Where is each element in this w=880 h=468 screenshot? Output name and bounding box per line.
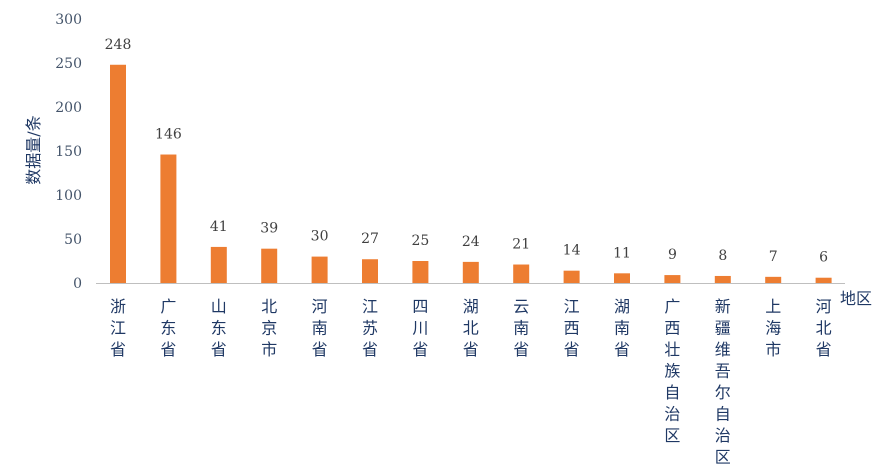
category-label: 浙江省 bbox=[110, 297, 126, 359]
data-label: 146 bbox=[155, 127, 182, 143]
category-label: 湖北省 bbox=[463, 297, 479, 359]
data-label: 25 bbox=[411, 233, 429, 249]
data-label: 30 bbox=[311, 229, 329, 245]
bar bbox=[765, 276, 782, 283]
category-label: 上海市 bbox=[765, 297, 781, 359]
category-label: 江西省 bbox=[564, 297, 580, 359]
bar bbox=[462, 261, 479, 283]
data-label: 27 bbox=[361, 231, 379, 247]
bar bbox=[110, 64, 126, 283]
y-tick-label: 0 bbox=[73, 276, 82, 292]
category-label: 四川省 bbox=[412, 297, 428, 359]
bar bbox=[210, 246, 227, 283]
category-label: 广东省 bbox=[160, 297, 176, 359]
data-label: 14 bbox=[563, 243, 581, 259]
y-tick-label: 300 bbox=[55, 12, 82, 28]
category-label: 山东省 bbox=[211, 297, 227, 359]
data-label: 11 bbox=[613, 245, 631, 261]
data-label: 8 bbox=[718, 248, 727, 264]
bar bbox=[261, 248, 278, 283]
bars bbox=[110, 64, 832, 283]
y-axis-ticks: 0 50 100 150 200 250 300 bbox=[55, 12, 82, 292]
y-tick-label: 150 bbox=[55, 144, 82, 160]
data-label: 21 bbox=[512, 237, 530, 253]
data-label: 39 bbox=[260, 221, 278, 237]
bar bbox=[412, 261, 429, 283]
bar bbox=[614, 273, 630, 283]
data-label: 9 bbox=[668, 247, 677, 263]
category-label: 北京市 bbox=[261, 297, 277, 359]
bar bbox=[563, 270, 580, 283]
bar bbox=[362, 259, 378, 283]
category-labels: 浙江省 广东省 山东省 北京市 河南省 江苏省 四川省 湖北省 云南省 江西省 湖南省 广西壮族自治区… bbox=[110, 297, 832, 467]
y-axis-title: 数据量/条 bbox=[24, 115, 43, 184]
category-label: 江苏省 bbox=[362, 297, 378, 359]
data-label: 248 bbox=[105, 37, 132, 53]
category-label: 湖南省 bbox=[614, 297, 630, 359]
x-axis-title: 地区 bbox=[840, 289, 872, 308]
bar bbox=[160, 154, 177, 283]
data-labels: 248 146 41 39 30 27 25 24 21 14 11 9 8 7 6 bbox=[105, 37, 829, 266]
data-label: 41 bbox=[210, 219, 228, 235]
y-tick-label: 50 bbox=[64, 232, 82, 248]
data-label: 24 bbox=[462, 234, 480, 250]
bar bbox=[714, 275, 731, 283]
bar bbox=[513, 264, 530, 283]
y-tick-label: 100 bbox=[55, 188, 82, 204]
data-label: 7 bbox=[769, 249, 778, 265]
y-tick-label: 250 bbox=[55, 56, 82, 72]
category-label: 河北省 bbox=[816, 297, 832, 359]
category-label: 新疆维吾尔自治区 bbox=[715, 297, 731, 467]
category-label: 广西壮族自治区 bbox=[664, 297, 680, 445]
bar bbox=[664, 275, 681, 283]
bar bbox=[311, 256, 328, 283]
y-tick-label: 200 bbox=[55, 100, 82, 116]
bar bbox=[815, 277, 832, 283]
category-label: 河南省 bbox=[312, 297, 328, 359]
category-label: 云南省 bbox=[513, 297, 529, 359]
data-label: 6 bbox=[819, 250, 828, 266]
